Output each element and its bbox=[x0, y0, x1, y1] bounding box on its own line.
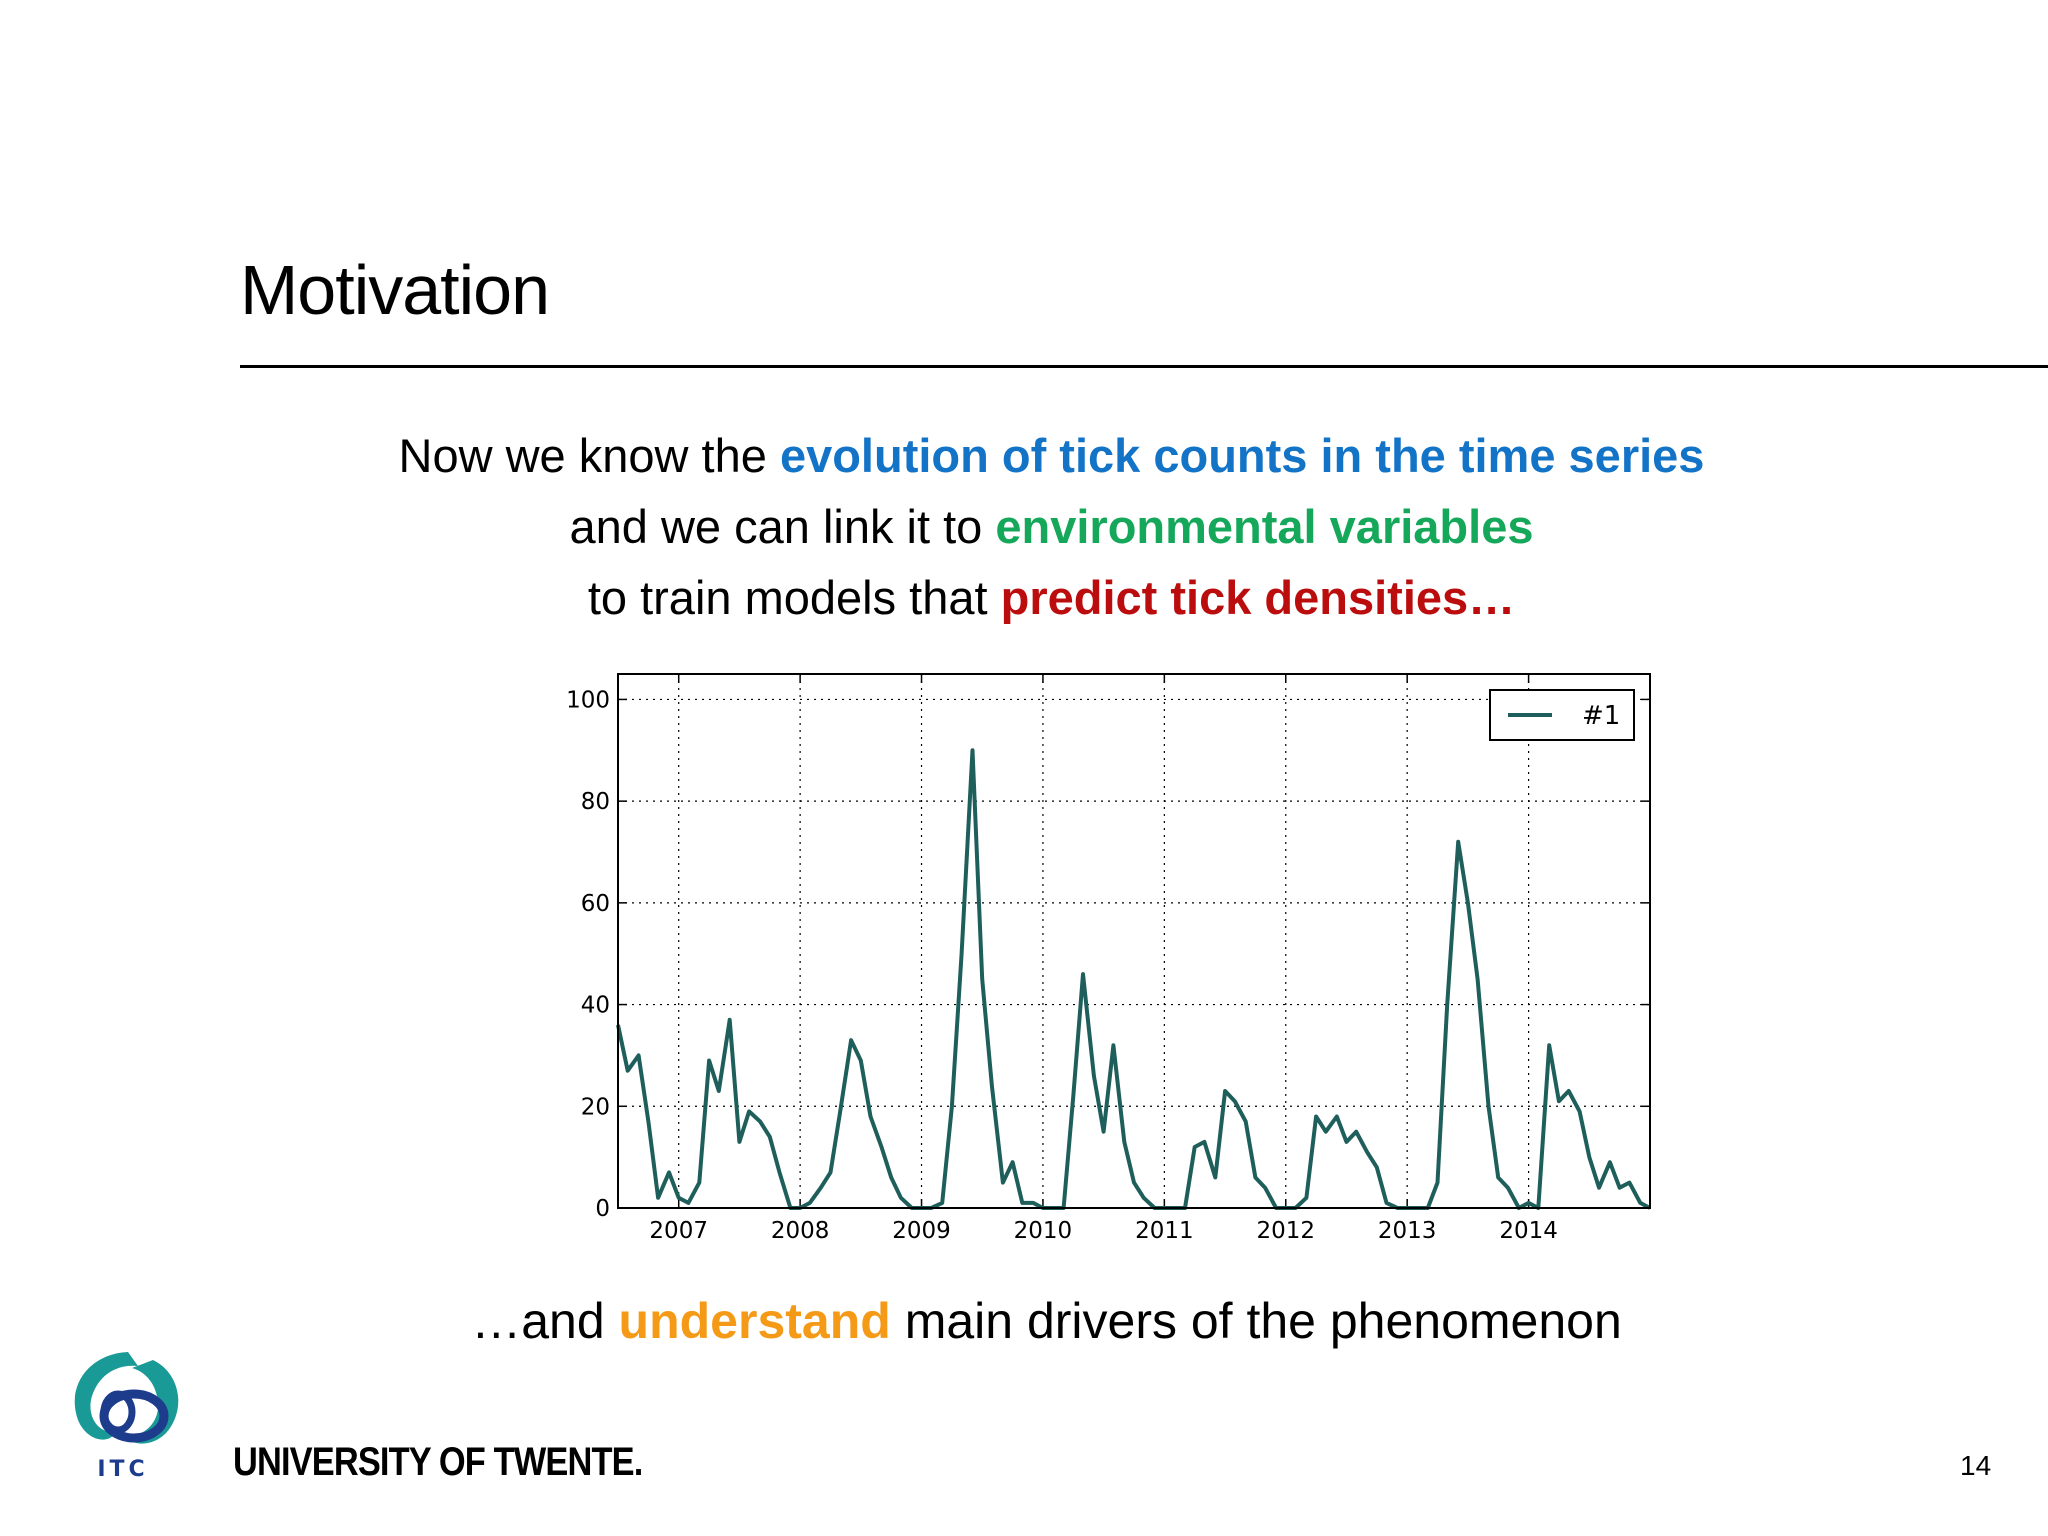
closing-line: …and understand main drivers of the phen… bbox=[0, 1292, 2048, 1350]
x-tick-label: 2007 bbox=[649, 1218, 708, 1244]
plot-frame bbox=[617, 673, 1651, 1209]
y-tick-label: 60 bbox=[581, 891, 610, 917]
x-tick-label: 2014 bbox=[1499, 1218, 1558, 1244]
lead-line-3-highlight: predict tick densities… bbox=[1000, 571, 1516, 624]
series-line bbox=[616, 748, 1651, 1210]
lead-line-2-text: and we can link it to bbox=[569, 500, 996, 553]
closing-line-pre: …and bbox=[471, 1293, 619, 1349]
y-tick-label: 40 bbox=[581, 993, 610, 1019]
itc-logo-icon: ITC bbox=[74, 1352, 179, 1482]
y-tick-label: 20 bbox=[581, 1094, 610, 1120]
lead-line-3-text: to train models that bbox=[587, 571, 1001, 624]
x-tick-label: 2011 bbox=[1135, 1218, 1194, 1244]
slide-title: Motivation bbox=[240, 251, 550, 329]
x-tick-label: 2012 bbox=[1256, 1218, 1315, 1244]
tick-count-line-chart: 0 20 40 60 80 100 2007 2008 2009 2010 2011 2012 2013… bbox=[566, 673, 1651, 1244]
closing-line-post: main drivers of the phenomenon bbox=[890, 1293, 1622, 1349]
y-tick-label: 100 bbox=[566, 687, 610, 713]
y-tick-label: 0 bbox=[595, 1196, 610, 1222]
x-tick-label: 2010 bbox=[1014, 1218, 1073, 1244]
x-tick-label: 2009 bbox=[892, 1218, 951, 1244]
title-divider bbox=[240, 365, 2048, 368]
lead-line-2-highlight: environmental variables bbox=[995, 500, 1534, 553]
page-number: 14 bbox=[1960, 1450, 1992, 1481]
legend-label: #1 bbox=[1582, 701, 1620, 731]
university-name: UNIVERSITY OF TWENTE. bbox=[233, 1440, 643, 1484]
y-tick-label: 80 bbox=[581, 789, 610, 815]
lead-line-3: to train models that predict tick densit… bbox=[0, 570, 2048, 625]
x-tick-label: 2008 bbox=[771, 1218, 830, 1244]
itc-logo-text: ITC bbox=[97, 1457, 148, 1482]
lead-line-1-highlight: evolution of tick counts in the time ser… bbox=[779, 429, 1705, 482]
lead-line-2: and we can link it to environmental vari… bbox=[0, 499, 2048, 554]
lead-line-1: Now we know the evolution of tick counts… bbox=[0, 428, 2048, 483]
x-tick-label: 2013 bbox=[1378, 1218, 1437, 1244]
closing-line-highlight: understand bbox=[618, 1293, 891, 1349]
lead-line-1-text: Now we know the bbox=[398, 429, 780, 482]
